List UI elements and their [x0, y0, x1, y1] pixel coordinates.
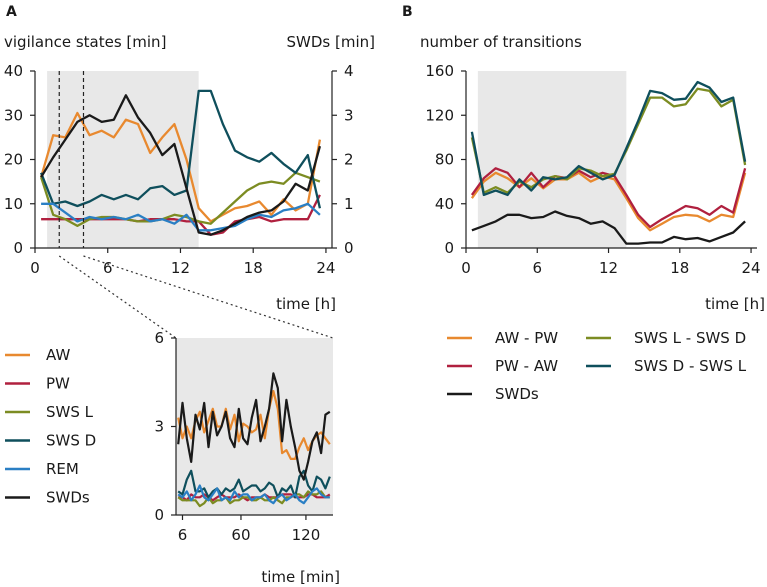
panel-a-inset: time [min] 0 3 6 6 60 120	[58, 255, 340, 586]
A-ytick-label: 30	[4, 106, 23, 124]
B-ytick-label: 80	[435, 151, 454, 169]
legend-b-label: PW - AW	[495, 357, 558, 375]
A-ytick-label: 10	[4, 195, 23, 213]
B-ytick-label: 0	[444, 239, 454, 257]
A-xtick-label: 6	[103, 259, 113, 277]
legend-b-label: SWS D - SWS L	[634, 357, 747, 375]
B-xtick-label: 12	[599, 259, 618, 277]
B-xtick-label: 18	[670, 259, 689, 277]
A-inset-series-aw	[177, 390, 331, 460]
legend-a-label: PW	[46, 375, 70, 393]
panel-a-label: A	[6, 4, 17, 20]
B-ytick-label: 160	[425, 62, 454, 80]
A-inset-series-rem	[177, 484, 330, 505]
legend-b-label: SWDs	[495, 385, 539, 403]
legend-b: AW - PW SWS L - SWS D PW - AW SWS D - SWS L…	[447, 329, 747, 403]
zoom-connector-right	[83, 255, 334, 339]
panel-b: B number of transitions time [h] 0 40 80 12…	[402, 4, 765, 313]
legend-b-label: SWS L - SWS D	[634, 329, 746, 347]
zoom-connector-left	[58, 255, 177, 339]
A-inset-xtick-label: 120	[292, 526, 321, 544]
B-xtick-label: 0	[461, 259, 471, 277]
A-ytick-right-label: 0	[344, 239, 354, 257]
A-xtick-label: 24	[316, 259, 335, 277]
A-series-rem	[41, 202, 321, 232]
A-inset-ytick-label: 0	[154, 506, 164, 524]
B-ytick-label: 40	[435, 195, 454, 213]
A-xtick-label: 18	[244, 259, 263, 277]
A-ytick-right-label: 1	[344, 195, 354, 213]
legend-a-label: SWDs	[46, 489, 90, 507]
A-ytick-right-label: 4	[344, 62, 354, 80]
panel-a-x-axis-title: time [h]	[276, 295, 336, 313]
A-inset-ytick-label: 6	[154, 329, 164, 347]
A-ytick-label: 20	[4, 151, 23, 169]
B-series-sws-d-sws-l	[470, 80, 747, 197]
A-ytick-label: 40	[4, 62, 23, 80]
B-xtick-label: 24	[742, 259, 761, 277]
A-series-swds	[40, 94, 322, 236]
legend-a-label: AW	[46, 346, 70, 364]
A-series-aw	[39, 111, 322, 223]
A-ytick-right-label: 2	[344, 151, 354, 169]
panel-a: A vigilance states [min] SWDs [min] time…	[4, 4, 375, 313]
B-ytick-label: 120	[425, 106, 454, 124]
A-ytick-label: 0	[13, 239, 23, 257]
panel-b-axis-title: number of transitions	[420, 33, 582, 51]
A-xtick-label: 12	[171, 259, 190, 277]
A-series-sws-l	[40, 171, 321, 228]
A-xtick-label: 0	[30, 259, 40, 277]
B-xtick-label: 6	[532, 259, 542, 277]
A-inset-series-sws-l	[177, 490, 330, 508]
A-ytick-right-label: 3	[344, 106, 354, 124]
panel-b-label: B	[402, 4, 413, 20]
A-inset-xtick-label: 60	[231, 526, 250, 544]
A-series-sws-d	[40, 89, 322, 209]
legend-b-label: AW - PW	[495, 329, 558, 347]
legend-a: AW PW SWS L SWS D REM SWDs	[5, 346, 96, 507]
panel-b-x-axis-title: time [h]	[705, 295, 765, 313]
B-series-swds	[471, 210, 746, 245]
legend-a-label: REM	[46, 460, 79, 478]
panel-a-right-axis-title: SWDs [min]	[287, 33, 375, 51]
A-inset-xtick-label: 6	[178, 526, 188, 544]
A-inset-ytick-label: 3	[154, 418, 164, 436]
A-inset-series-swds	[177, 372, 331, 481]
panel-a-left-axis-title: vigilance states [min]	[4, 33, 166, 51]
legend-a-label: SWS L	[46, 403, 94, 421]
legend-a-label: SWS D	[46, 432, 96, 450]
inset-x-axis-title: time [min]	[261, 568, 340, 586]
